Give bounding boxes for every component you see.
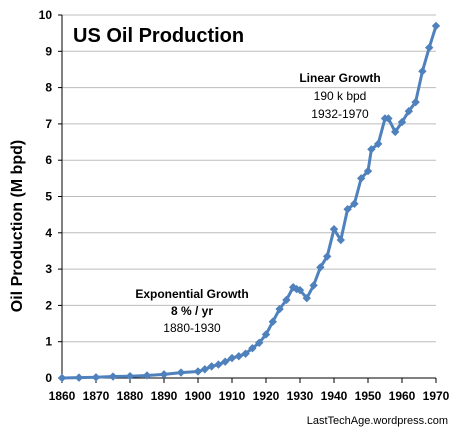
data-point [248, 344, 257, 353]
data-point [350, 199, 359, 208]
data-point [309, 281, 318, 290]
data-point [404, 106, 413, 116]
y-tick-label: 7 [45, 117, 52, 131]
x-tick-label: 1890 [151, 389, 178, 403]
x-tick-label: 1920 [253, 389, 280, 403]
data-point [357, 174, 366, 183]
y-tick-label: 5 [45, 190, 52, 204]
data-point [411, 97, 420, 107]
annotation-linear-title: Linear Growth [299, 71, 380, 85]
y-tick-label: 2 [45, 298, 52, 312]
data-point [261, 330, 271, 339]
data-point [125, 371, 135, 381]
y-axis-label: Oil Production (M bpd) [9, 140, 26, 312]
data-point [108, 372, 118, 381]
data-point [193, 367, 203, 376]
x-tick-label: 1970 [423, 389, 450, 403]
data-point [241, 349, 250, 358]
data-point [391, 127, 400, 137]
data-point [234, 352, 243, 361]
annotation-exponential-title: Exponential Growth [135, 287, 248, 301]
data-point [221, 357, 230, 366]
data-point [363, 166, 373, 176]
y-tick-label: 3 [45, 262, 52, 276]
data-point [323, 252, 332, 261]
data-point [384, 114, 393, 123]
y-tick-label: 4 [45, 226, 52, 240]
y-axis-ticks: 0 1 2 3 4 5 6 7 8 9 10 [39, 8, 62, 385]
data-point [74, 373, 84, 382]
data-point [275, 304, 284, 314]
x-tick-label: 1960 [389, 389, 416, 403]
y-tick-label: 8 [45, 81, 52, 95]
x-tick-label: 1870 [83, 389, 110, 403]
annotation-linear-growth: Linear Growth 190 k bpd 1932-1970 [299, 71, 380, 121]
y-tick-label: 10 [39, 8, 53, 22]
data-point [336, 235, 345, 245]
data-point [343, 205, 352, 214]
x-tick-label: 1910 [219, 389, 246, 403]
data-point [374, 139, 383, 149]
data-point [176, 368, 186, 377]
data-point [159, 370, 169, 379]
data-point [282, 295, 291, 305]
x-axis-ticks: 1860 1870 1880 1890 1900 1910 1920 1930 1940 1950… [49, 378, 450, 403]
data-point [431, 21, 441, 31]
data-point [57, 373, 67, 383]
data-point [302, 293, 311, 303]
y-tick-label: 6 [45, 153, 52, 167]
data-point [367, 145, 376, 154]
x-tick-label: 1950 [355, 389, 382, 403]
data-point [200, 365, 209, 374]
x-tick-label: 1940 [321, 389, 348, 403]
data-point [91, 373, 101, 382]
x-tick-label: 1880 [117, 389, 144, 403]
data-point [227, 353, 237, 363]
x-tick-label: 1860 [49, 389, 76, 403]
data-point [397, 117, 407, 127]
annotation-exponential-period: 1880-1930 [163, 321, 221, 335]
data-point [214, 360, 223, 369]
y-tick-label: 0 [45, 371, 52, 385]
y-tick-label: 1 [45, 335, 52, 349]
annotation-exponential-rate: 8 % / yr [171, 304, 213, 318]
data-point [142, 371, 152, 380]
data-point [329, 224, 339, 234]
annotation-linear-rate: 190 k bpd [314, 89, 367, 103]
credit-text: LastTechAge.wordpress.com [307, 415, 448, 427]
y-tick-label: 9 [45, 44, 52, 58]
x-tick-label: 1900 [185, 389, 212, 403]
chart-title: US Oil Production [73, 25, 244, 47]
data-point [418, 67, 427, 76]
data-point [207, 362, 216, 371]
data-point [268, 317, 277, 326]
annotation-exponential-growth: Exponential Growth 8 % / yr 1880-1930 [135, 287, 248, 335]
data-point [255, 338, 264, 347]
annotation-linear-period: 1932-1970 [311, 107, 369, 121]
gridlines [62, 14, 436, 343]
series-group [57, 21, 441, 383]
data-point [295, 285, 305, 295]
data-point [425, 43, 434, 52]
x-tick-label: 1930 [287, 389, 314, 403]
data-point [316, 263, 325, 272]
